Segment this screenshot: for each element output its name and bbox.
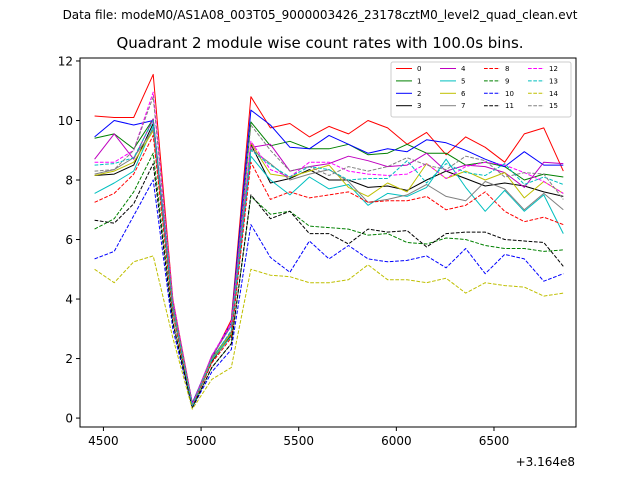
x-tick-label: 4500 bbox=[88, 434, 119, 448]
legend-box bbox=[390, 61, 572, 118]
figure-suptitle: Data file: modeM0/AS1A08_003T05_90000034… bbox=[62, 8, 578, 22]
legend-label-6: 6 bbox=[461, 90, 466, 98]
series-line-13 bbox=[94, 120, 564, 407]
series-line-12 bbox=[94, 91, 564, 406]
legend-label-2: 2 bbox=[417, 90, 421, 98]
chart-title: Quadrant 2 module wise count rates with … bbox=[116, 34, 524, 52]
x-offset-label: +3.164e8 bbox=[516, 455, 575, 469]
series-line-10 bbox=[94, 179, 564, 409]
x-tick-label: 5000 bbox=[186, 434, 217, 448]
legend-label-14: 14 bbox=[549, 90, 558, 98]
x-tick-label: 5500 bbox=[283, 434, 314, 448]
y-tick-label: 0 bbox=[65, 412, 73, 426]
legend-label-12: 12 bbox=[549, 65, 558, 73]
x-tick-label: 6500 bbox=[479, 434, 510, 448]
y-tick-label: 4 bbox=[65, 293, 73, 307]
y-tick-label: 8 bbox=[65, 174, 73, 188]
plot-area bbox=[94, 73, 564, 410]
y-axis: 0 2 4 6 8 10 12 bbox=[58, 54, 80, 426]
series-line-3 bbox=[94, 123, 564, 407]
series-line-8 bbox=[94, 134, 564, 407]
legend-label-8: 8 bbox=[505, 65, 509, 73]
legend-label-11: 11 bbox=[505, 102, 514, 110]
legend-label-15: 15 bbox=[549, 102, 558, 110]
legend-label-3: 3 bbox=[417, 102, 421, 110]
x-tick-label: 6000 bbox=[381, 434, 412, 448]
legend-label-4: 4 bbox=[461, 65, 466, 73]
x-axis: 4500 5000 5500 6000 6500 bbox=[88, 427, 509, 448]
y-tick-label: 10 bbox=[58, 114, 73, 128]
axes-frame bbox=[79, 57, 577, 428]
series-line-7 bbox=[94, 128, 564, 406]
legend-label-5: 5 bbox=[461, 77, 465, 85]
series-line-15 bbox=[94, 96, 564, 406]
y-tick-label: 12 bbox=[58, 54, 73, 68]
legend-label-1: 1 bbox=[417, 77, 421, 85]
legend-label-0: 0 bbox=[417, 65, 421, 73]
legend-label-10: 10 bbox=[505, 90, 514, 98]
series-line-11 bbox=[94, 163, 564, 409]
y-tick-label: 6 bbox=[65, 233, 73, 247]
legend-label-13: 13 bbox=[549, 77, 558, 85]
legend-label-9: 9 bbox=[505, 77, 509, 85]
series-line-14 bbox=[94, 255, 564, 410]
series-line-9 bbox=[94, 152, 564, 409]
y-tick-label: 2 bbox=[65, 352, 73, 366]
legend-label-7: 7 bbox=[461, 102, 465, 110]
